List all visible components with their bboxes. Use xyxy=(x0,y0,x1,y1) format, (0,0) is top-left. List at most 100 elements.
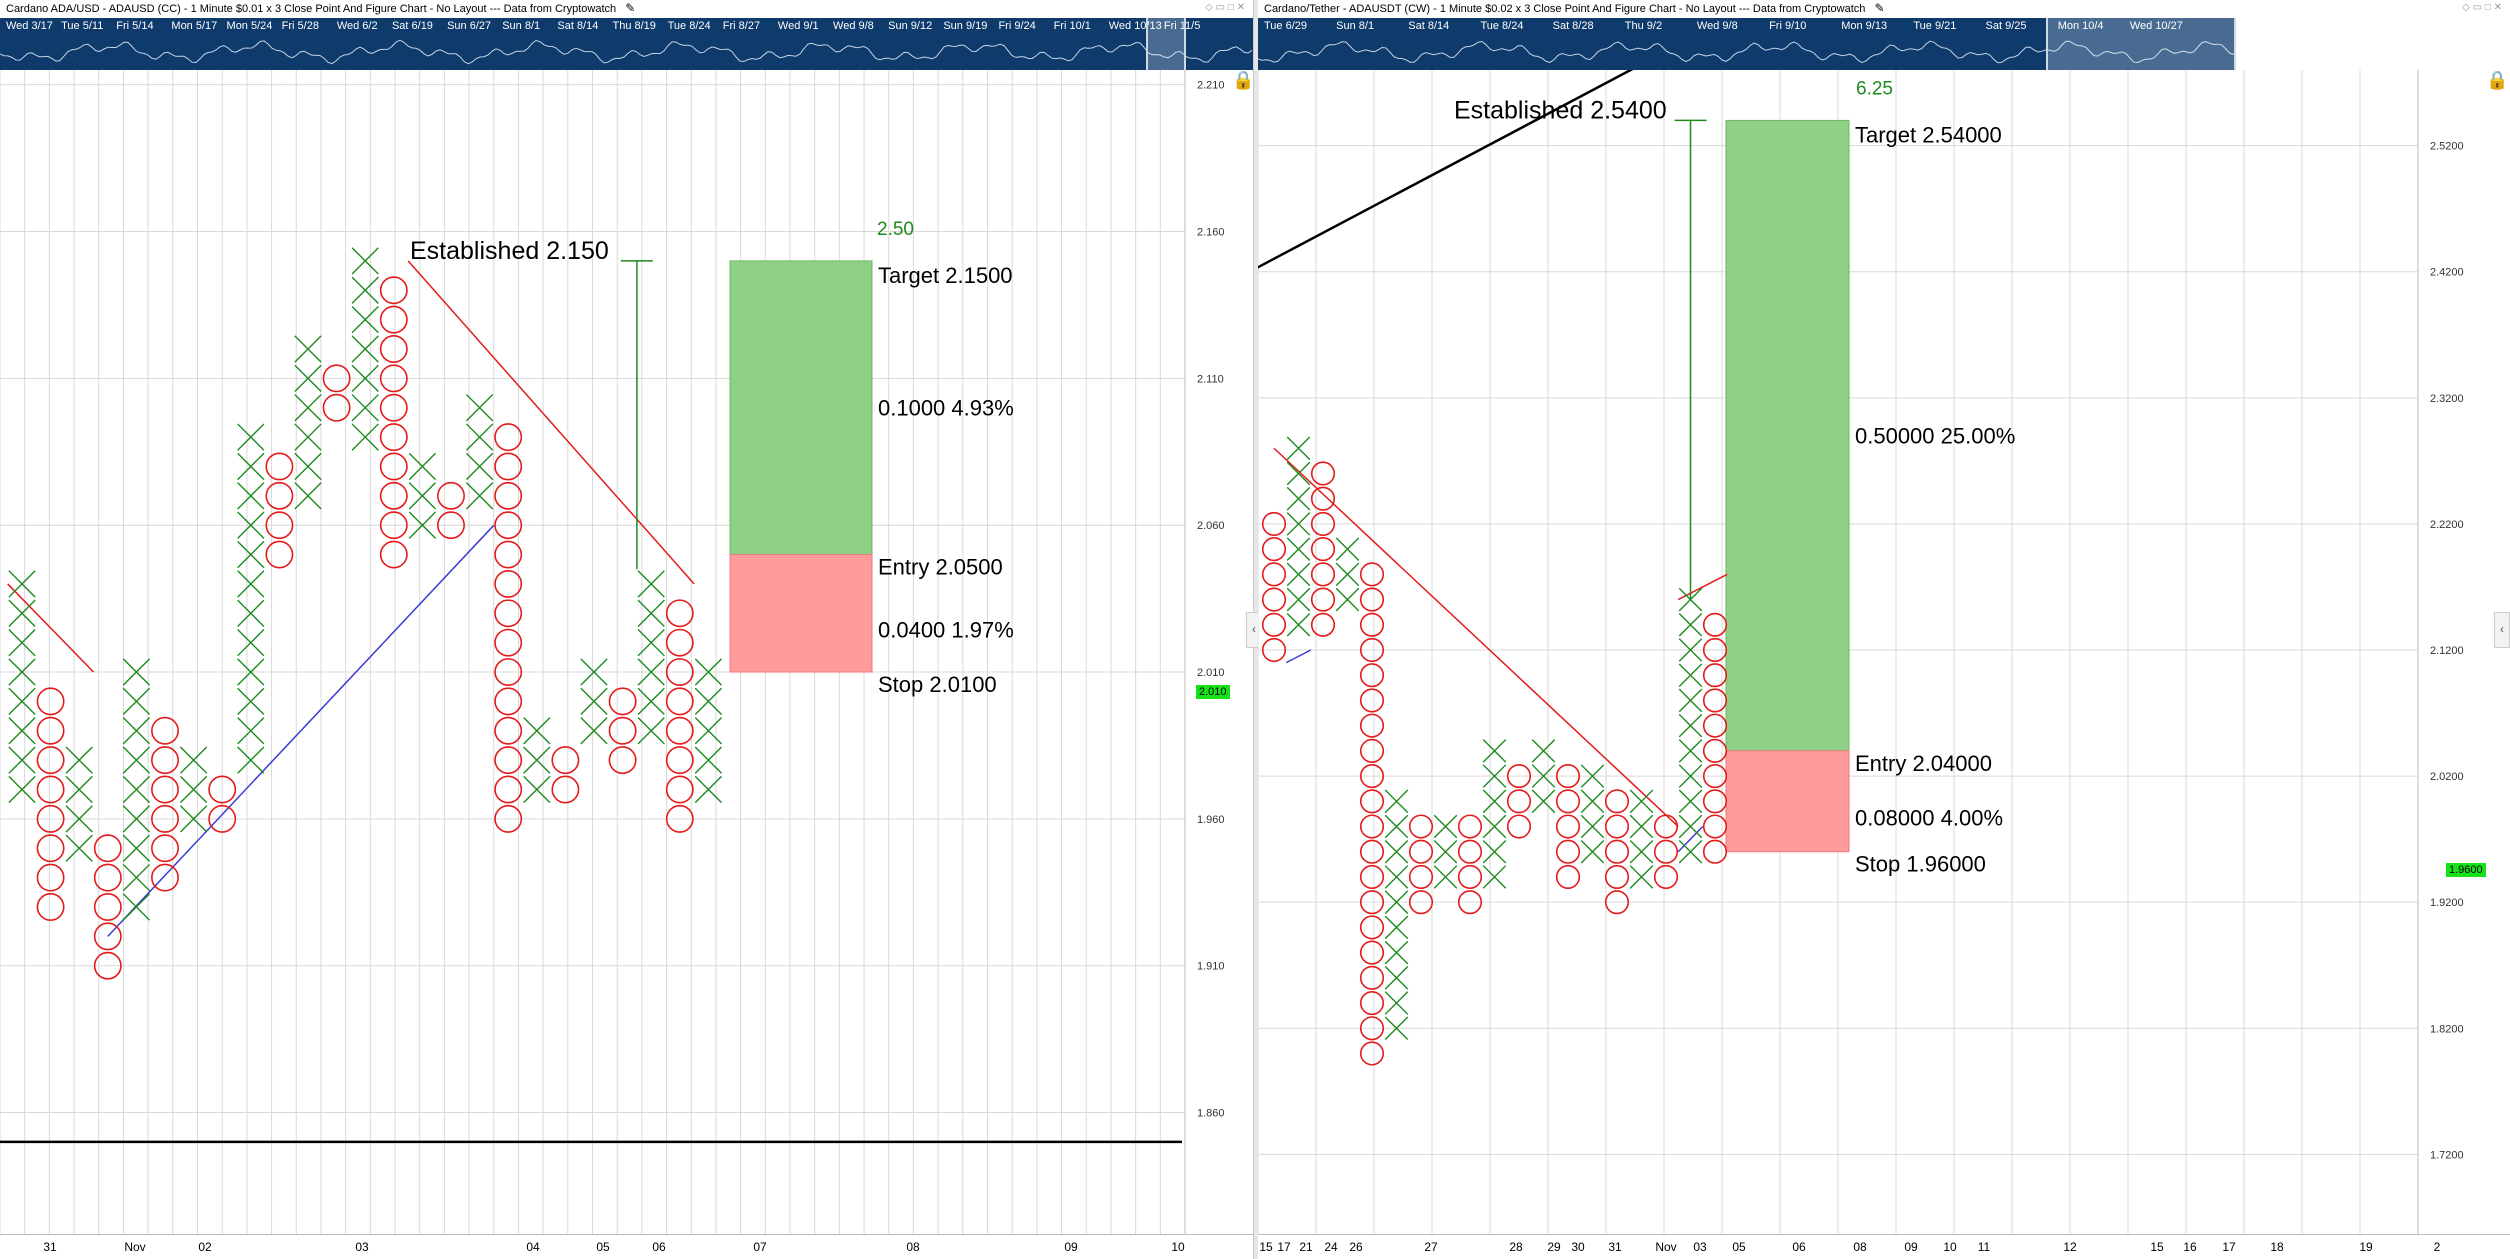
x-tick-label: 06 xyxy=(1792,1240,1806,1254)
x-column xyxy=(1678,587,1703,864)
navigator-date-label: Wed 9/1 xyxy=(777,20,819,32)
lock-icon[interactable]: 🔒 xyxy=(1232,70,1253,90)
o-box xyxy=(93,922,122,951)
x-column xyxy=(523,717,551,804)
chart-title-bar: Cardano ADA/USD - ADAUSD (CC) - 1 Minute… xyxy=(0,0,1253,18)
o-box xyxy=(1359,688,1385,713)
x-box xyxy=(351,364,379,393)
x-tick-label: 05 xyxy=(1732,1240,1746,1254)
o-box xyxy=(1506,764,1532,789)
navigator-date-label: Sat 8/14 xyxy=(557,20,599,32)
navigator-window-handle[interactable] xyxy=(2046,18,2236,70)
x-box xyxy=(1384,865,1409,889)
navigator-strip[interactable]: Wed 3/17 Tue 5/11 Fri 5/14 Mon 5/17 Mon 5/24… xyxy=(0,18,1253,70)
x-tick-label: 31 xyxy=(43,1240,57,1254)
x-box xyxy=(1678,663,1703,687)
o-box xyxy=(1261,587,1287,612)
navigator-date-label: Wed 9/8 xyxy=(833,20,874,32)
x-box xyxy=(237,687,265,716)
navigator-dates: Wed 3/17 Tue 5/11 Fri 5/14 Mon 5/17 Mon 5/24… xyxy=(0,18,1253,34)
x-column xyxy=(1629,789,1654,889)
point-figure-chart[interactable]: 2.5200 2.4200 2.3200 2.2200 2.1200 2.0200 1.92… xyxy=(1258,70,2510,1235)
navigator-date-label: Fri 9/10 xyxy=(1769,20,1807,32)
y-tick-label: 2.1200 xyxy=(2430,645,2464,657)
x-tick-label: 21 xyxy=(1299,1240,1313,1254)
o-box xyxy=(93,863,122,892)
x-box xyxy=(408,482,437,510)
o-box xyxy=(1702,738,1728,763)
x-column xyxy=(1335,537,1360,612)
y-tick-label: 1.960 xyxy=(1197,814,1225,826)
o-box xyxy=(36,746,65,775)
x-box xyxy=(637,599,665,627)
window-controls[interactable]: ◇ ▭ □ ✕ xyxy=(2462,2,2502,13)
x-column xyxy=(1580,764,1605,864)
navigator-strip[interactable]: Tue 6/29 Sun 8/1 Sat 8/14 Tue 8/24 Sat 8/28 T… xyxy=(1258,18,2236,70)
x-tick-label: 29 xyxy=(1547,1240,1561,1254)
o-box xyxy=(1310,587,1336,612)
x-box xyxy=(8,599,36,627)
o-box xyxy=(208,804,237,833)
stop-zone xyxy=(1725,750,1850,853)
collapse-right-panel-button[interactable]: ‹ xyxy=(2494,612,2510,648)
x-column xyxy=(1482,739,1507,889)
x-box xyxy=(351,247,379,275)
x-tick-label: 04 xyxy=(526,1240,540,1254)
o-column xyxy=(208,775,237,833)
y-tick-label: 1.8200 xyxy=(2430,1023,2464,1035)
o-box xyxy=(265,511,294,540)
o-box xyxy=(1457,864,1483,890)
o-box xyxy=(494,775,523,804)
navigator-dates: Tue 6/29 Sun 8/1 Sat 8/14 Tue 8/24 Sat 8/28 T… xyxy=(1258,18,2236,34)
x-box xyxy=(580,658,608,686)
navigator-date-label: Fri 11/5 xyxy=(1163,20,1201,32)
x-box xyxy=(1286,587,1311,612)
o-box xyxy=(1702,839,1728,864)
navigator-date-label: Wed 6/2 xyxy=(336,20,378,32)
x-box xyxy=(65,746,93,774)
x-box xyxy=(1384,1016,1409,1041)
x-tick-label: 18 xyxy=(2270,1240,2284,1254)
o-box xyxy=(36,687,65,716)
x-column xyxy=(465,394,494,510)
x-box xyxy=(1678,814,1703,839)
x-box xyxy=(1286,562,1311,587)
lock-icon[interactable]: 🔒 xyxy=(2486,70,2509,90)
x-column xyxy=(1384,789,1409,1041)
x-box xyxy=(122,746,151,774)
x-tick-label: 09 xyxy=(1904,1240,1918,1254)
o-box xyxy=(1604,890,1630,915)
edit-pencil-icon[interactable]: ✎ xyxy=(1874,1,1885,15)
x-box xyxy=(351,423,379,451)
x-box xyxy=(122,717,151,745)
o-box xyxy=(551,746,580,775)
o-box xyxy=(1457,890,1483,915)
o-box xyxy=(151,834,179,863)
x-tick-label: 30 xyxy=(1571,1240,1585,1254)
chart-panel-right[interactable]: Cardano/Tether - ADAUSDT (CW) - 1 Minute… xyxy=(1258,0,2510,1259)
o-column xyxy=(1310,461,1336,637)
x-box xyxy=(122,687,151,716)
o-box xyxy=(151,775,179,804)
x-tick-label: 08 xyxy=(1853,1240,1867,1254)
x-column xyxy=(237,423,265,774)
point-figure-chart[interactable]: 2.210 2.160 2.110 2.060 2.010 1.960 1.910 1.860… xyxy=(0,70,1253,1235)
o-box xyxy=(494,423,523,452)
edit-pencil-icon[interactable]: ✎ xyxy=(625,1,636,15)
chart-panel-left[interactable]: Cardano ADA/USD - ADAUSD (CC) - 1 Minute… xyxy=(0,0,1253,1259)
x-box xyxy=(1286,486,1311,511)
x-box xyxy=(1433,865,1458,889)
o-box xyxy=(551,775,580,804)
o-box xyxy=(1506,814,1532,839)
navigator-window-handle[interactable] xyxy=(1146,18,1186,70)
current-price-badge: 1.9600 xyxy=(2446,863,2486,877)
o-box xyxy=(322,364,351,393)
resistance-trendline xyxy=(407,260,695,585)
reward-label: 0.50000 25.00% xyxy=(1855,424,2015,449)
o-column xyxy=(1506,764,1532,839)
x-box xyxy=(523,775,551,804)
o-column xyxy=(1555,764,1581,890)
o-box xyxy=(494,628,523,657)
navigator-date-label: Fri 9/24 xyxy=(998,20,1036,32)
window-controls[interactable]: ◇ ▭ □ ✕ xyxy=(1205,2,1245,13)
